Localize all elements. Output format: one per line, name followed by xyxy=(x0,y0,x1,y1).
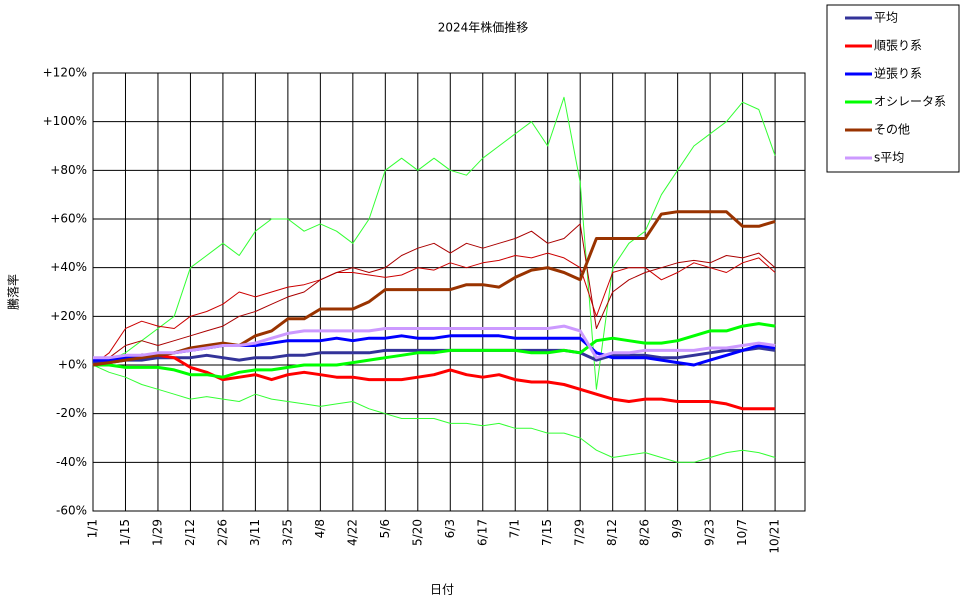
x-tick-label: 1/29 xyxy=(150,519,164,546)
x-tick-label: 3/11 xyxy=(248,519,262,546)
x-tick-label: 8/26 xyxy=(638,519,652,546)
x-tick-label: 6/17 xyxy=(475,519,489,546)
x-tick-label: 1/1 xyxy=(86,519,100,538)
x-tick-label: 1/15 xyxy=(118,519,132,546)
x-tick-label: 7/29 xyxy=(573,519,587,546)
x-tick-label: 5/20 xyxy=(410,519,424,546)
chart-title: 2024年株価推移 xyxy=(438,20,529,35)
series-line xyxy=(92,353,776,411)
x-tick-label: 5/6 xyxy=(378,519,392,538)
legend-label: 順張り系 xyxy=(874,39,922,53)
y-tick-label: +20% xyxy=(50,309,87,323)
x-tick-label: 9/9 xyxy=(670,519,684,538)
x-tick-label: 6/3 xyxy=(443,519,457,538)
y-tick-label: +0% xyxy=(58,358,87,372)
x-tick-label: 8/12 xyxy=(605,519,619,546)
legend-box xyxy=(826,4,960,173)
y-tick-label: +80% xyxy=(50,163,87,177)
x-tick-label: 2/26 xyxy=(215,519,229,546)
series-line xyxy=(92,223,776,366)
series-line xyxy=(92,252,776,366)
x-axis-label: 日付 xyxy=(430,583,454,597)
y-tick-label: +40% xyxy=(50,260,87,274)
x-tick-label: 10/21 xyxy=(768,519,782,554)
x-tick-label: 4/22 xyxy=(345,519,359,546)
x-tick-label: 7/15 xyxy=(540,519,554,546)
series-line xyxy=(93,324,776,360)
legend-label: その他 xyxy=(874,123,910,137)
plot-area xyxy=(92,72,806,512)
y-tick-label: -20% xyxy=(56,406,87,420)
legend-label: 逆張り系 xyxy=(874,66,922,81)
legend-label: s平均 xyxy=(874,151,904,165)
y-tick-label: -60% xyxy=(56,504,87,518)
y-axis-label: 騰落率 xyxy=(6,274,21,310)
series-line xyxy=(92,210,776,367)
y-tick-label: +120% xyxy=(43,66,87,80)
series-line xyxy=(92,364,776,463)
x-tick-label: 9/23 xyxy=(703,519,717,546)
y-tick-label: +60% xyxy=(50,212,87,226)
series-line xyxy=(92,96,776,390)
series-line xyxy=(93,346,776,365)
legend-label: オシレータ系 xyxy=(874,95,946,109)
series-line xyxy=(93,322,776,379)
y-tick-label: -40% xyxy=(56,455,87,469)
x-tick-label: 7/1 xyxy=(508,519,522,538)
x-tick-label: 10/7 xyxy=(735,519,749,546)
x-tick-label: 3/25 xyxy=(280,519,294,546)
x-tick-label: 4/8 xyxy=(313,519,327,538)
y-tick-label: +100% xyxy=(43,114,87,128)
legend-label: 平均 xyxy=(874,11,898,25)
x-tick-label: 2/12 xyxy=(183,519,197,546)
